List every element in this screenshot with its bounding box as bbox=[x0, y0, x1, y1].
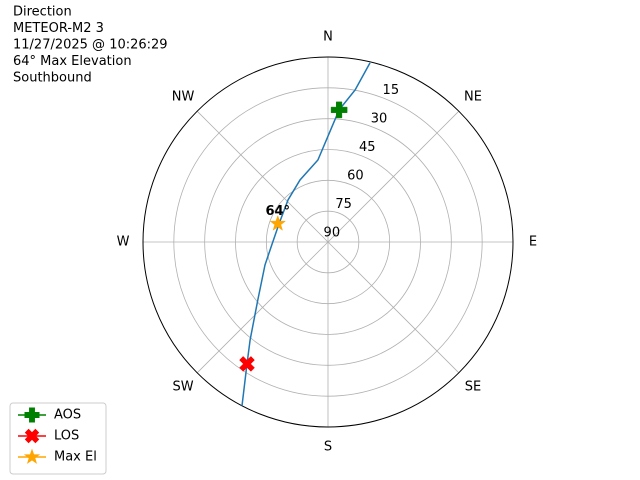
grid-spoke bbox=[196, 241, 329, 374]
theta-tick-label: S bbox=[324, 440, 332, 455]
r-tick-label: 30 bbox=[371, 111, 388, 126]
theta-tick-label: N bbox=[323, 30, 333, 45]
grid-spoke bbox=[196, 110, 329, 243]
info-text: 11/27/2025 @ 10:26:29 bbox=[13, 38, 168, 53]
r-tick-label: 90 bbox=[324, 225, 341, 240]
polar-frame bbox=[142, 56, 514, 428]
track-line bbox=[241, 62, 371, 406]
info-text: METEOR-M2 3 bbox=[13, 21, 104, 36]
legend-label: Max El bbox=[54, 450, 97, 465]
theta-tick-label: W bbox=[117, 235, 130, 250]
r-tick-label: 75 bbox=[335, 197, 352, 212]
marker bbox=[330, 101, 348, 119]
legend-marker bbox=[24, 428, 40, 444]
r-tick-label: 15 bbox=[383, 83, 400, 98]
r-tick-label: 60 bbox=[347, 168, 364, 183]
theta-tick-label: SE bbox=[465, 379, 481, 394]
theta-tick-label: NE bbox=[464, 90, 482, 105]
info-text: Southbound bbox=[13, 71, 92, 86]
grid-spoke bbox=[327, 241, 460, 374]
theta-tick-label: NW bbox=[172, 90, 195, 105]
legend-marker bbox=[24, 407, 40, 423]
info-text: 64° Max Elevation bbox=[13, 54, 132, 69]
annotation: 64° bbox=[265, 204, 290, 219]
legend-label: AOS bbox=[54, 408, 81, 423]
marker bbox=[239, 356, 255, 372]
info-text: Direction bbox=[13, 5, 72, 20]
theta-tick-label: E bbox=[529, 235, 537, 250]
grid-spoke bbox=[327, 110, 460, 243]
r-tick-label: 45 bbox=[359, 140, 376, 155]
marker bbox=[269, 214, 287, 231]
theta-tick-label: SW bbox=[172, 379, 193, 394]
legend-label: LOS bbox=[54, 429, 79, 444]
legend-marker bbox=[23, 448, 41, 464]
